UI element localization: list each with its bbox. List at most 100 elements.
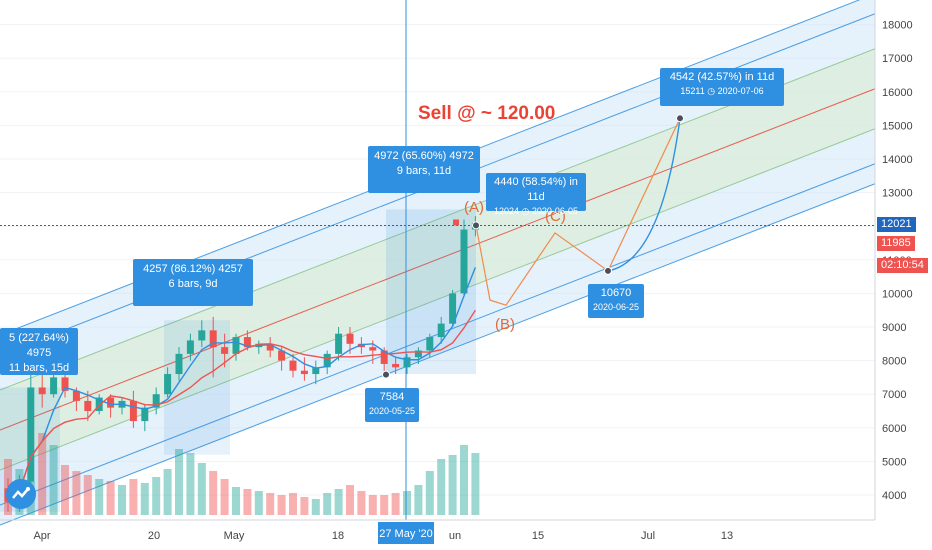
candle-body xyxy=(221,347,229,354)
candle xyxy=(152,387,160,415)
candle xyxy=(164,367,172,398)
volume-bar xyxy=(357,491,366,515)
channel-line xyxy=(0,163,876,506)
y-tick-label: 8000 xyxy=(882,356,906,368)
channel-line xyxy=(0,88,876,431)
range-box-mid-line2: 6 bars, 9d xyxy=(168,278,218,290)
volume-bar xyxy=(72,471,81,515)
volume-bar xyxy=(414,485,423,515)
pivot-point xyxy=(676,114,684,123)
candle-body xyxy=(141,407,149,422)
volume-bar xyxy=(83,475,92,515)
candle xyxy=(50,370,58,398)
volume-bar xyxy=(368,495,377,515)
volume-bar xyxy=(460,445,468,515)
volume-bar xyxy=(38,433,47,515)
low-label-june-value: 10670 xyxy=(600,287,632,299)
x-tick-label: 18 xyxy=(332,530,344,542)
candle xyxy=(460,219,468,297)
volume-bar xyxy=(118,485,126,515)
wave-label-c: (C) xyxy=(545,208,566,225)
volume-bar xyxy=(95,479,104,515)
candle xyxy=(449,290,457,327)
range-box-top-line1: 4972 (65.60%) 4972 xyxy=(374,150,474,162)
volume-bar xyxy=(300,497,309,515)
channel-line xyxy=(0,183,876,526)
y-tick-label: 14000 xyxy=(882,154,913,166)
y-tick-label: 15000 xyxy=(882,120,913,132)
candle xyxy=(107,394,115,418)
crosshair-date-box xyxy=(378,522,434,544)
volume-bar xyxy=(346,485,354,515)
wave-label-b: (B) xyxy=(495,316,515,333)
candle-body xyxy=(312,367,320,375)
candle xyxy=(357,337,365,354)
crosshair-date-label: 27 May '20 xyxy=(379,528,432,540)
low-label-june-date: 2020-06-25 xyxy=(592,302,640,312)
tradingview-logo-icon[interactable] xyxy=(6,479,36,509)
volume-bar xyxy=(391,493,400,515)
wave-label-a: (A) xyxy=(464,199,484,216)
volume-bar xyxy=(186,453,195,515)
x-tick-label: 13 xyxy=(721,530,733,542)
overlays xyxy=(0,0,875,520)
volume-bar xyxy=(437,459,446,515)
candle xyxy=(209,316,217,378)
candle-body xyxy=(392,363,400,368)
projection-curve xyxy=(607,118,681,272)
candle-body xyxy=(38,387,46,395)
candle xyxy=(232,333,240,361)
x-tick-label: 15 xyxy=(532,530,544,542)
candle-body xyxy=(278,350,286,361)
candle-body xyxy=(437,323,445,338)
current-price-tag: 12021 xyxy=(877,217,916,232)
volume-bar xyxy=(403,491,411,515)
candle xyxy=(198,320,206,348)
sell-annotation: Sell @ ~ 120.00 xyxy=(418,103,556,124)
candle-body xyxy=(232,337,240,354)
candle-body xyxy=(300,370,308,375)
moving-average-red xyxy=(7,309,476,503)
candle-body xyxy=(403,357,411,368)
volume-bar xyxy=(197,463,206,515)
candle xyxy=(312,360,320,385)
candle-body xyxy=(129,400,137,422)
candle xyxy=(437,316,445,344)
low-label-may: 7584 2020-05-25 xyxy=(365,388,419,422)
volume-bar xyxy=(152,477,161,515)
volume-bar xyxy=(129,479,138,515)
candle xyxy=(61,374,69,398)
candle xyxy=(175,347,183,381)
countdown-tag: 02:10:54 xyxy=(877,258,928,273)
x-tick-label: Jul xyxy=(641,530,655,542)
range-box-mid: 4257 (86.12%) 4257 6 bars, 9d xyxy=(133,259,253,306)
volume-bar xyxy=(220,479,229,515)
volume-bar xyxy=(61,465,69,515)
range-box-left-line2: 11 bars, 15d xyxy=(8,362,70,374)
candle-body xyxy=(414,350,422,358)
volume-bar xyxy=(232,487,240,515)
range-shade-mid xyxy=(164,320,230,455)
y-tick-label: 18000 xyxy=(882,20,913,32)
volume-bar xyxy=(380,495,389,515)
volume-bar xyxy=(49,445,58,515)
range-box-mid-line1: 4257 (86.12%) 4257 xyxy=(143,263,243,275)
moving-average-blue xyxy=(7,267,477,503)
pivot-point xyxy=(604,266,612,275)
volume-bar xyxy=(334,489,343,515)
candle-body xyxy=(380,350,388,364)
volume-bar xyxy=(175,449,183,515)
y-tick-label: 17000 xyxy=(882,53,913,65)
candle xyxy=(300,357,308,381)
last-candle-marker xyxy=(453,219,459,226)
volume-bar xyxy=(106,481,115,515)
candle xyxy=(392,357,400,375)
candle-body xyxy=(357,343,365,348)
candle-body xyxy=(84,400,92,411)
volume-bar xyxy=(289,493,297,515)
x-tick-label: Apr xyxy=(33,530,50,542)
candle xyxy=(414,347,422,364)
projection-box-july-line1: 4542 (42.57%) in 11d xyxy=(669,71,775,83)
candle xyxy=(38,370,46,408)
candle xyxy=(84,390,92,422)
